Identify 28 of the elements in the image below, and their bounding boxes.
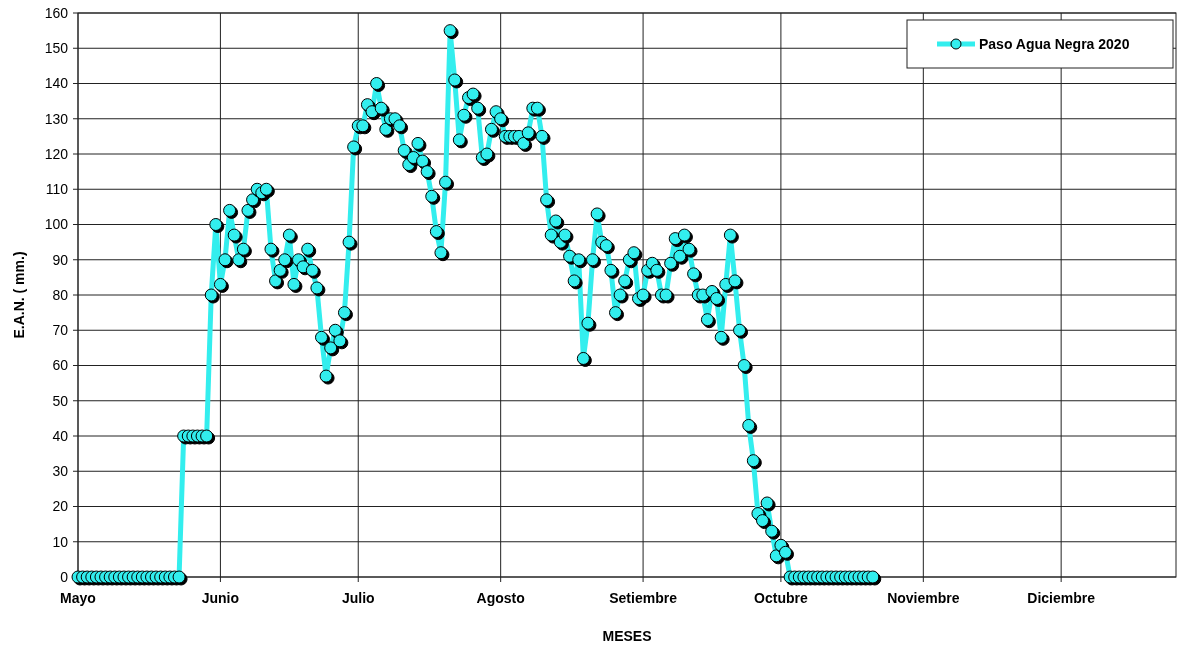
x-tick-label: Julio (341, 590, 375, 606)
y-tick-label: 40 (52, 427, 69, 444)
y-tick-label: 70 (52, 322, 69, 339)
y-tick-label: 100 (44, 216, 69, 233)
x-tick-label: Junio (201, 590, 240, 606)
y-tick-label: 110 (45, 181, 69, 198)
y-tick-label: 50 (52, 392, 69, 409)
y-tick-label: 150 (44, 40, 69, 57)
y-tick-label: 80 (52, 286, 69, 303)
y-tick-label: 130 (44, 110, 69, 127)
y-tick-label: 0 (60, 568, 69, 585)
y-tick-label: 10 (52, 533, 69, 550)
y-tick-label: 60 (52, 357, 69, 374)
x-tick-label: Octubre (754, 590, 808, 606)
x-axis-title: MESES (602, 628, 652, 644)
x-tick-label: Diciembre (1027, 590, 1096, 606)
y-tick-label: 20 (52, 498, 69, 515)
y-tick-label: 120 (44, 145, 69, 162)
x-tick-label: Noviembre (887, 590, 960, 606)
x-tick-label: Setiembre (609, 590, 678, 606)
x-tick-label: Agosto (476, 590, 525, 606)
y-tick-label: 30 (52, 463, 69, 480)
y-tick-label: 140 (44, 75, 69, 92)
y-tick-label: 90 (52, 251, 69, 268)
y-tick-label: 160 (44, 4, 69, 21)
y-axis-title: E.A.N. ( mm.) (11, 251, 27, 339)
legend-label: Paso Agua Negra 2020 (979, 35, 1130, 52)
x-tick-label: Mayo (60, 590, 96, 606)
